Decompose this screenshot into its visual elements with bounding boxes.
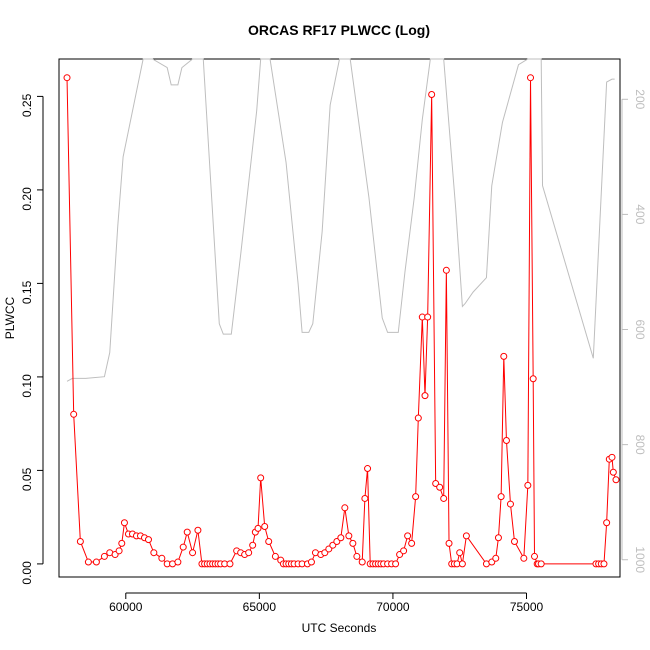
y-tick-label-5: 0.25 [20, 93, 34, 117]
data-point-44 [261, 523, 269, 531]
y-tick-label-4: 0.20 [20, 187, 34, 211]
data-point-125 [609, 468, 617, 476]
data-point-99 [458, 560, 466, 568]
data-point-8 [115, 547, 123, 555]
data-point-82 [404, 532, 412, 540]
main-series-layer [63, 74, 620, 568]
data-point-81 [400, 547, 408, 555]
data-point-69 [361, 494, 369, 502]
data-point-87 [421, 392, 429, 400]
y-axis-label: PLWCC [3, 296, 17, 339]
data-point-89 [428, 91, 436, 99]
right-axis-series-layer [66, 58, 615, 382]
data-point-24 [189, 549, 197, 557]
data-point-105 [497, 493, 505, 501]
data-point-100 [462, 532, 470, 540]
data-point-16 [144, 536, 152, 544]
data-point-18 [158, 554, 166, 562]
data-point-70 [364, 465, 372, 473]
data-point-108 [506, 500, 514, 508]
data-point-84 [412, 493, 420, 501]
data-point-3 [84, 558, 92, 566]
x-tick-label-0: 60000 [109, 600, 143, 614]
data-point-1 [70, 410, 78, 418]
data-point-92 [440, 494, 448, 502]
data-point-66 [349, 539, 357, 547]
data-point-25 [194, 526, 202, 534]
x-axis-label: UTC Seconds [302, 621, 377, 635]
data-point-98 [456, 549, 464, 557]
data-point-2 [76, 537, 84, 545]
data-point-4 [92, 558, 100, 566]
data-point-111 [524, 481, 532, 489]
data-point-117 [537, 560, 545, 568]
y-tick-label-2: 0.10 [20, 374, 34, 398]
x-tick-label-1: 65000 [243, 600, 277, 614]
axes-layer: 60000 65000 70000 75000 0.00 0.05 0.10 0.15 0.20… [20, 89, 647, 614]
data-point-68 [358, 558, 366, 566]
data-point-83 [408, 539, 416, 547]
data-point-124 [608, 453, 616, 461]
y2-tick-label-3: 800 [633, 435, 647, 455]
data-point-107 [502, 436, 510, 444]
y2-tick-label-1: 400 [633, 204, 647, 224]
data-point-22 [179, 543, 187, 551]
data-point-113 [529, 375, 537, 383]
y2-tick-label-0: 200 [633, 89, 647, 109]
data-point-109 [510, 537, 518, 545]
data-point-91 [436, 483, 444, 491]
data-point-126 [612, 476, 620, 484]
data-point-114 [531, 552, 539, 560]
data-point-23 [183, 528, 191, 536]
data-point-35 [226, 560, 234, 568]
data-point-45 [265, 537, 273, 545]
data-point-46 [271, 552, 279, 560]
y-tick-label-1: 0.05 [20, 467, 34, 491]
data-point-39 [245, 549, 253, 557]
data-point-43 [257, 474, 265, 482]
data-point-17 [150, 549, 158, 557]
data-point-106 [500, 352, 508, 360]
y2-tick-label-4: 1000 [633, 546, 647, 573]
data-point-0 [63, 74, 71, 82]
data-point-122 [603, 519, 611, 527]
data-point-65 [345, 532, 353, 540]
y2-tick-label-2: 600 [633, 319, 647, 339]
data-point-42 [254, 524, 262, 532]
data-point-94 [445, 539, 453, 547]
y-tick-label-3: 0.15 [20, 280, 34, 304]
data-point-67 [353, 552, 361, 560]
data-point-93 [442, 266, 450, 274]
data-point-79 [392, 560, 400, 568]
x-tick-label-3: 75000 [510, 600, 544, 614]
chart-title: ORCAS RF17 PLWCC (Log) [248, 22, 430, 38]
data-point-104 [494, 534, 502, 542]
data-point-56 [307, 558, 315, 566]
data-point-5 [100, 552, 108, 560]
data-point-40 [249, 541, 257, 549]
data-point-10 [120, 519, 128, 527]
data-point-110 [520, 554, 528, 562]
data-point-64 [341, 504, 349, 512]
x-tick-label-2: 70000 [376, 600, 410, 614]
data-point-21 [174, 558, 182, 566]
data-point-63 [337, 534, 345, 542]
right-axis-series-line [66, 58, 615, 382]
data-point-85 [414, 414, 422, 422]
data-point-121 [600, 560, 608, 568]
data-point-9 [118, 539, 126, 547]
data-point-88 [424, 313, 432, 321]
data-point-103 [492, 554, 500, 562]
y-tick-label-0: 0.00 [20, 561, 34, 585]
data-point-112 [527, 74, 535, 82]
